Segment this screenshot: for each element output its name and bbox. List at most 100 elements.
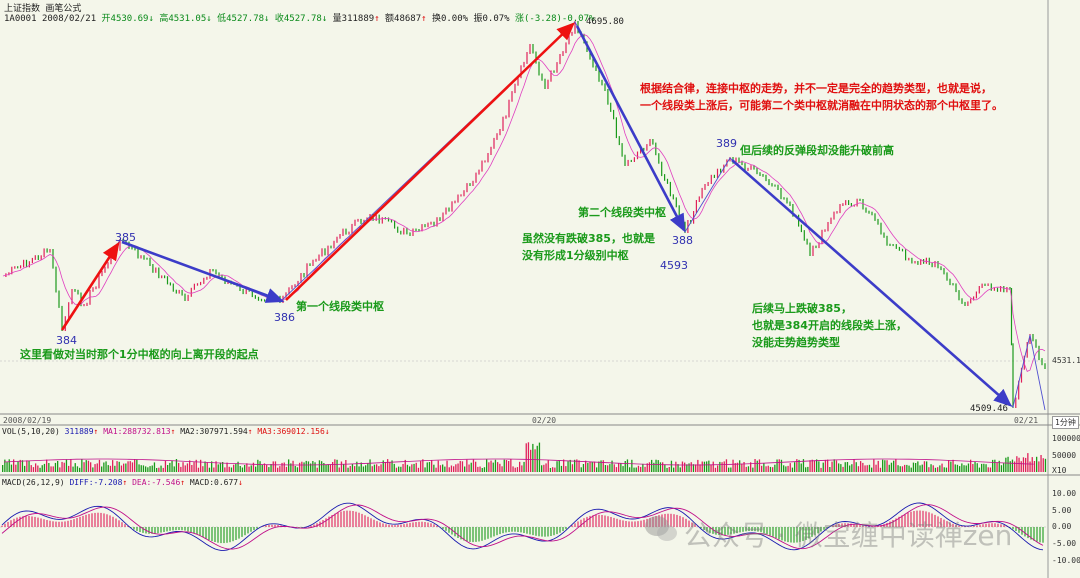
- volume-bar: [305, 460, 307, 472]
- volume-bar: [580, 467, 582, 472]
- volume-bar: [956, 464, 959, 472]
- volume-bar: [945, 467, 948, 472]
- volume-bar: [398, 466, 400, 472]
- volume-bar: [805, 467, 807, 472]
- volume-bar: [464, 466, 466, 472]
- volume-bar: [105, 461, 107, 472]
- volume-bar: [994, 459, 996, 472]
- volume-bar: [651, 459, 653, 472]
- volume-bar: [543, 464, 545, 472]
- note-top-red: 根据结合律，连接中枢的走势，并不一定是完全的趋势类型，也就是说， 一个线段类上涨…: [640, 80, 1003, 114]
- volume-bar: [536, 445, 538, 472]
- volume-bar: [173, 466, 175, 472]
- volume-bar: [569, 459, 571, 472]
- volume-bar: [633, 467, 635, 472]
- volume-bar: [516, 467, 519, 472]
- volume-bar: [754, 459, 756, 472]
- volume-bar: [431, 460, 433, 472]
- volume-bar: [780, 459, 783, 472]
- volume-bar: [475, 461, 477, 472]
- volume-bar: [59, 467, 61, 472]
- quote-code: 1A0001: [4, 14, 37, 24]
- volume-bar: [382, 460, 384, 472]
- volume-bar: [96, 463, 98, 472]
- volume-header: VOL(5,10,20) 311889↑ MA1:288732.813↑ MA2…: [2, 427, 330, 436]
- volume-bar: [19, 459, 21, 472]
- volume-bar: [237, 461, 239, 472]
- volume-bar: [1014, 461, 1016, 472]
- volume-bar: [182, 462, 184, 472]
- quote-date: 2008/02/21: [41, 14, 97, 24]
- volume-bar: [325, 464, 327, 472]
- volume-bar: [263, 463, 266, 472]
- volume-bar: [776, 459, 778, 472]
- volume-bar: [886, 460, 888, 472]
- volume-bar: [1007, 456, 1009, 472]
- volume-bar: [849, 465, 851, 472]
- volume-bar: [180, 466, 182, 472]
- volume-bar: [954, 464, 956, 472]
- volume-bar: [983, 463, 985, 472]
- volume-bar: [675, 461, 677, 472]
- volume-bar: [349, 466, 351, 472]
- volume-bar: [228, 466, 230, 472]
- period-button[interactable]: 1分钟: [1052, 416, 1079, 429]
- macd-tick-neg5: -5.00: [1052, 539, 1077, 548]
- macd-tick-0: 0.00: [1052, 522, 1072, 531]
- volume-bar: [426, 462, 428, 472]
- volume-bar: [222, 462, 224, 472]
- volume-bar: [615, 467, 618, 472]
- volume-bar: [941, 463, 943, 472]
- quote-volume: 量311889: [332, 14, 375, 24]
- volume-bar: [424, 467, 426, 472]
- volume-bar: [921, 464, 923, 472]
- volume-bar: [2, 465, 4, 472]
- volume-bar: [917, 461, 919, 472]
- volume-bar: [538, 442, 541, 472]
- volume-bar: [435, 467, 437, 472]
- volume-bar: [688, 463, 690, 472]
- volume-bar: [202, 466, 204, 472]
- volume-bar: [510, 459, 512, 472]
- volume-bar: [534, 449, 536, 472]
- volume-bar: [818, 461, 820, 472]
- volume-bar: [978, 467, 981, 472]
- volume-bar: [695, 464, 697, 472]
- volume-bar: [54, 462, 57, 472]
- volume-bar: [851, 464, 853, 472]
- volume-bar: [767, 465, 769, 472]
- volume-bar: [857, 466, 860, 472]
- volume-bar: [708, 460, 710, 472]
- volume-bar: [272, 461, 274, 472]
- volume-bar: [1022, 457, 1025, 472]
- volume-bar: [79, 467, 81, 472]
- volume-bar: [301, 461, 303, 472]
- volume-bar: [558, 460, 560, 472]
- volume-bar: [415, 462, 417, 472]
- volume-bar: [17, 461, 19, 472]
- volume-bar: [30, 465, 32, 472]
- volume-bar: [866, 465, 868, 472]
- volume-bar: [589, 461, 591, 472]
- volume-bar: [129, 461, 131, 472]
- quote-close: 收4527.78: [274, 14, 322, 24]
- volume-bar: [505, 460, 508, 472]
- volume-bar: [519, 461, 521, 472]
- volume-bar: [81, 459, 83, 472]
- volume-bar: [868, 464, 871, 472]
- volume-bar: [794, 462, 796, 472]
- volume-bar: [884, 460, 886, 472]
- volume-bar: [976, 463, 978, 472]
- volume-bar: [732, 459, 734, 472]
- volume-bar: [706, 461, 708, 472]
- volume-bar: [785, 466, 787, 472]
- volume-bar: [65, 459, 68, 472]
- volume-bar: [90, 462, 92, 472]
- volume-bar: [406, 464, 409, 472]
- volume-bar: [13, 459, 15, 472]
- volume-bar: [717, 465, 719, 472]
- volume-bar: [448, 467, 450, 472]
- volume-bar: [162, 467, 164, 472]
- label-peak: 4695.80: [586, 17, 624, 27]
